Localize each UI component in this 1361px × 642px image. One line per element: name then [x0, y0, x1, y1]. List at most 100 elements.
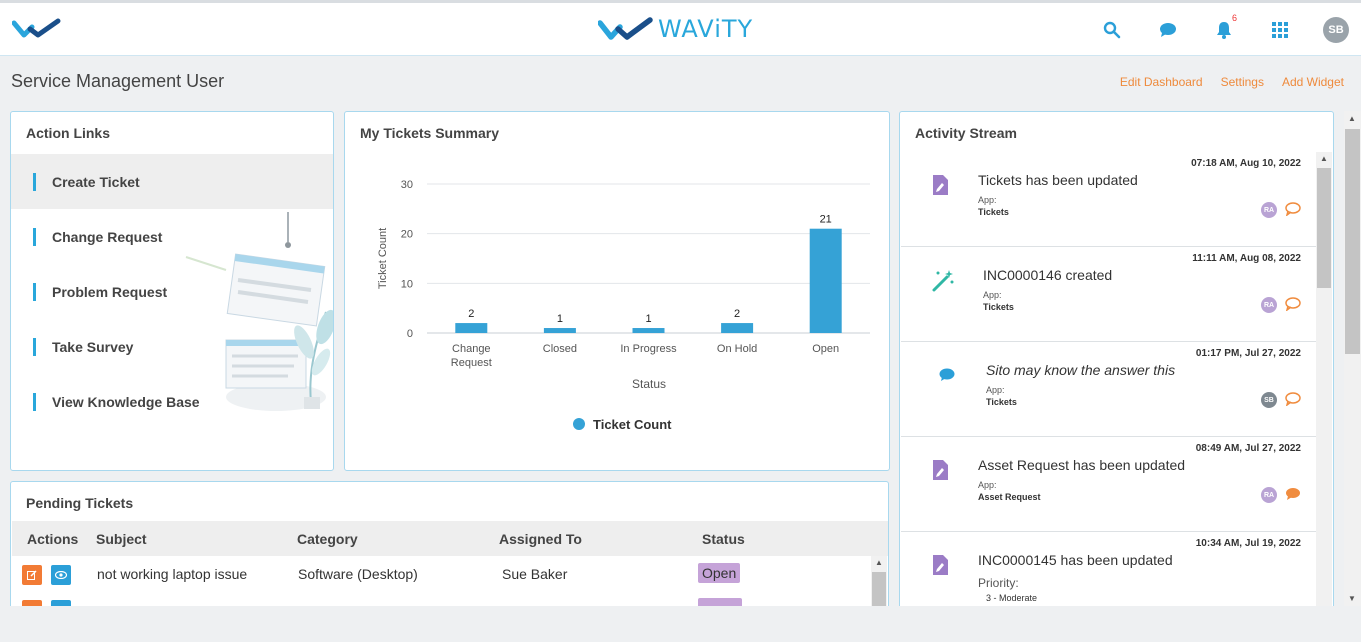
y-tick-label: 30 [401, 179, 413, 191]
activity-app-label: App: [986, 385, 1005, 395]
edit-ticket-button[interactable] [22, 565, 42, 585]
ticket-assigned-to: Sue Baker [502, 566, 568, 582]
chart-bar [809, 228, 842, 333]
activity-list: 07:18 AM, Aug 10, 2022 Tickets has been … [901, 152, 1317, 610]
activity-item[interactable]: 11:11 AM, Aug 08, 2022 INC0000146 create… [901, 247, 1317, 342]
action-link-create-ticket[interactable]: Create Ticket [11, 154, 333, 209]
activity-scroll-thumb[interactable] [1317, 168, 1331, 288]
activity-time: 07:18 AM, Aug 10, 2022 [1191, 158, 1301, 169]
page-scroll-thumb[interactable] [1345, 129, 1360, 354]
table-row[interactable]: not working laptop issue Software (Deskt… [12, 556, 872, 591]
activity-user-avatar: RA [1261, 297, 1277, 313]
page-title: Service Management User [11, 71, 225, 91]
activity-stream-widget: Activity Stream 07:18 AM, Aug 10, 2022 T… [899, 111, 1334, 611]
chat-bubble-icon [939, 368, 955, 387]
x-tick-label: Change [452, 343, 491, 355]
comment-icon[interactable] [1285, 487, 1301, 506]
y-tick-label: 0 [407, 328, 413, 340]
column-header-category[interactable]: Category [297, 531, 358, 547]
pending-tickets-scrollbar[interactable]: ▲ [871, 556, 887, 620]
x-tick-label: On Hold [717, 343, 757, 355]
x-tick-label: Request [451, 357, 492, 369]
activity-scrollbar[interactable]: ▲ [1316, 152, 1332, 610]
pending-scroll-thumb[interactable] [872, 572, 886, 612]
action-link-problem-request[interactable]: Problem Request [11, 264, 333, 319]
activity-text: INC0000145 has been updated [978, 552, 1173, 568]
y-tick-label: 10 [401, 278, 413, 290]
activity-item[interactable]: 08:49 AM, Jul 27, 2022 Asset Request has… [901, 437, 1317, 532]
activity-time: 10:34 AM, Jul 19, 2022 [1195, 538, 1301, 549]
view-ticket-button[interactable] [51, 565, 71, 585]
ticket-count-chart: 0 10 20 30 Ticket Count 2 Change Request 1 Closed… [377, 179, 870, 432]
brand-logo: WAViTY [598, 15, 753, 43]
action-links-list: Create Ticket Change Request Problem Req… [11, 154, 333, 429]
column-header-status[interactable]: Status [702, 531, 745, 547]
action-link-change-request[interactable]: Change Request [11, 209, 333, 264]
x-tick-label: In Progress [620, 343, 677, 355]
chat-icon[interactable] [1155, 17, 1181, 43]
activity-priority-value: 3 - Moderate [986, 593, 1038, 603]
x-axis-title: Status [632, 377, 666, 391]
activity-priority-label: Priority: [978, 576, 1019, 590]
edit-doc-icon [931, 174, 949, 201]
activity-app-label: App: [978, 195, 997, 205]
y-axis-title: Ticket Count [377, 228, 389, 289]
tickets-summary-title: My Tickets Summary [360, 125, 500, 141]
add-widget-link[interactable]: Add Widget [1281, 75, 1344, 89]
scroll-down-icon[interactable]: ▼ [1348, 594, 1356, 603]
pending-tickets-title: Pending Tickets [26, 495, 134, 511]
action-links-widget: Action Links Create Ticket Change Reques… [10, 111, 334, 471]
edit-doc-icon [931, 459, 949, 486]
activity-text: Tickets has been updated [978, 172, 1138, 188]
page-scrollbar[interactable]: ▲ ▼ [1344, 111, 1361, 606]
chart-bar [721, 323, 754, 333]
activity-user-avatar: RA [1261, 202, 1277, 218]
user-avatar[interactable]: SB [1323, 17, 1349, 43]
legend-marker-icon [573, 418, 585, 430]
settings-link[interactable]: Settings [1220, 75, 1264, 89]
activity-item[interactable]: 10:34 AM, Jul 19, 2022 INC0000145 has be… [901, 532, 1317, 610]
status-badge: Open [698, 563, 741, 583]
activity-text: Sito may know the answer this [986, 362, 1176, 378]
activity-user-avatar: SB [1261, 392, 1277, 408]
activity-app-name: Tickets [986, 397, 1017, 407]
comment-icon[interactable] [1285, 202, 1301, 221]
comment-icon[interactable] [1285, 297, 1301, 316]
apps-grid-icon[interactable] [1267, 17, 1293, 43]
bar-data-label: 1 [557, 313, 563, 325]
scroll-up-icon[interactable]: ▲ [1320, 154, 1328, 163]
search-icon[interactable] [1099, 17, 1125, 43]
column-header-actions: Actions [27, 531, 79, 547]
activity-text: Asset Request has been updated [978, 457, 1186, 473]
edit-icon [27, 570, 37, 580]
brand-name: WAViTY [658, 15, 754, 43]
edit-dashboard-link[interactable]: Edit Dashboard [1119, 75, 1203, 89]
app-logo-icon[interactable] [11, 17, 62, 46]
notification-bell-icon[interactable]: 6 [1211, 13, 1237, 43]
eye-icon [55, 571, 67, 579]
action-link-take-survey[interactable]: Take Survey [11, 319, 333, 374]
comment-icon[interactable] [1285, 392, 1301, 411]
brand-mark-icon [598, 17, 653, 40]
activity-app-name: Tickets [978, 207, 1009, 217]
scroll-up-icon[interactable]: ▲ [1348, 114, 1356, 123]
ticket-category: Software (Desktop) [298, 566, 418, 582]
bar-data-label: 1 [645, 313, 651, 325]
activity-item[interactable]: 07:18 AM, Aug 10, 2022 Tickets has been … [901, 152, 1317, 247]
column-header-subject[interactable]: Subject [96, 531, 147, 547]
x-tick-label: Open [812, 343, 839, 355]
tickets-summary-widget: My Tickets Summary 0 10 20 30 Ticket Count 2 C… [344, 111, 890, 471]
action-link-view-knowledge-base[interactable]: View Knowledge Base [11, 374, 333, 429]
activity-app-label: App: [978, 480, 997, 490]
bottom-strip [0, 606, 1361, 642]
column-header-assigned-to[interactable]: Assigned To [499, 531, 582, 547]
ticket-subject: not working laptop issue [97, 566, 248, 582]
edit-doc-icon [931, 554, 949, 581]
scroll-up-icon[interactable]: ▲ [875, 558, 883, 567]
activity-stream-title: Activity Stream [915, 125, 1017, 141]
top-bar: WAViTY 6 SB [0, 0, 1361, 56]
activity-app-label: App: [983, 290, 1002, 300]
activity-app-name: Tickets [983, 302, 1014, 312]
chart-bar [632, 328, 665, 333]
activity-item[interactable]: 01:17 PM, Jul 27, 2022 Sito may know the… [901, 342, 1317, 437]
